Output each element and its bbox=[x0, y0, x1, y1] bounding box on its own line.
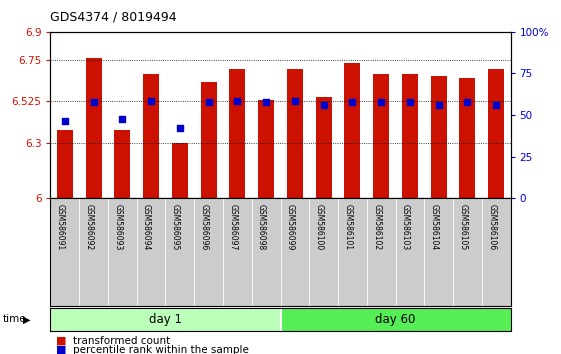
Point bbox=[61, 118, 70, 124]
Point bbox=[463, 99, 472, 105]
Point bbox=[233, 98, 242, 104]
Bar bbox=[459, 78, 475, 198]
Text: GSM586106: GSM586106 bbox=[487, 204, 496, 250]
Point bbox=[434, 102, 443, 108]
Bar bbox=[316, 97, 332, 198]
Text: GSM586092: GSM586092 bbox=[85, 204, 94, 250]
Point bbox=[89, 99, 98, 105]
Bar bbox=[57, 130, 73, 198]
Text: GSM586101: GSM586101 bbox=[343, 204, 352, 250]
Text: GSM586104: GSM586104 bbox=[430, 204, 439, 250]
Text: ■: ■ bbox=[56, 345, 67, 354]
Point bbox=[291, 98, 300, 104]
Bar bbox=[488, 69, 504, 198]
Text: day 1: day 1 bbox=[149, 313, 182, 326]
Text: time: time bbox=[3, 314, 26, 325]
Text: GSM586103: GSM586103 bbox=[401, 204, 410, 250]
Point bbox=[348, 99, 357, 105]
Text: day 60: day 60 bbox=[375, 313, 416, 326]
Text: GSM586094: GSM586094 bbox=[142, 204, 151, 250]
Text: GSM586105: GSM586105 bbox=[458, 204, 467, 250]
Text: percentile rank within the sample: percentile rank within the sample bbox=[73, 345, 249, 354]
Text: GDS4374 / 8019494: GDS4374 / 8019494 bbox=[50, 11, 177, 24]
Point bbox=[204, 99, 213, 105]
Text: ▶: ▶ bbox=[23, 314, 31, 325]
Bar bbox=[229, 69, 245, 198]
Bar bbox=[402, 74, 418, 198]
Bar bbox=[86, 58, 102, 198]
Point bbox=[261, 99, 270, 105]
Text: GSM586099: GSM586099 bbox=[286, 204, 295, 250]
Text: GSM586102: GSM586102 bbox=[372, 204, 381, 250]
Point bbox=[176, 125, 185, 131]
Point bbox=[146, 98, 155, 104]
Bar bbox=[431, 76, 447, 198]
Point bbox=[406, 99, 415, 105]
Text: transformed count: transformed count bbox=[73, 336, 170, 346]
Bar bbox=[50, 308, 280, 331]
Text: GSM586097: GSM586097 bbox=[228, 204, 237, 250]
Point bbox=[319, 102, 328, 108]
Bar bbox=[258, 100, 274, 198]
Bar bbox=[201, 82, 217, 198]
Text: GSM586093: GSM586093 bbox=[113, 204, 122, 250]
Point bbox=[491, 102, 500, 108]
Text: ■: ■ bbox=[56, 336, 67, 346]
Bar bbox=[280, 308, 511, 331]
Bar bbox=[287, 69, 303, 198]
Text: GSM586091: GSM586091 bbox=[56, 204, 65, 250]
Text: GSM586098: GSM586098 bbox=[257, 204, 266, 250]
Bar bbox=[114, 130, 130, 198]
Bar bbox=[373, 74, 389, 198]
Text: GSM586095: GSM586095 bbox=[171, 204, 180, 250]
Text: GSM586096: GSM586096 bbox=[200, 204, 209, 250]
Bar bbox=[172, 143, 188, 198]
Text: GSM586100: GSM586100 bbox=[315, 204, 324, 250]
Bar bbox=[143, 74, 159, 198]
Point bbox=[376, 99, 385, 105]
Bar bbox=[344, 63, 360, 198]
Point bbox=[118, 116, 127, 121]
